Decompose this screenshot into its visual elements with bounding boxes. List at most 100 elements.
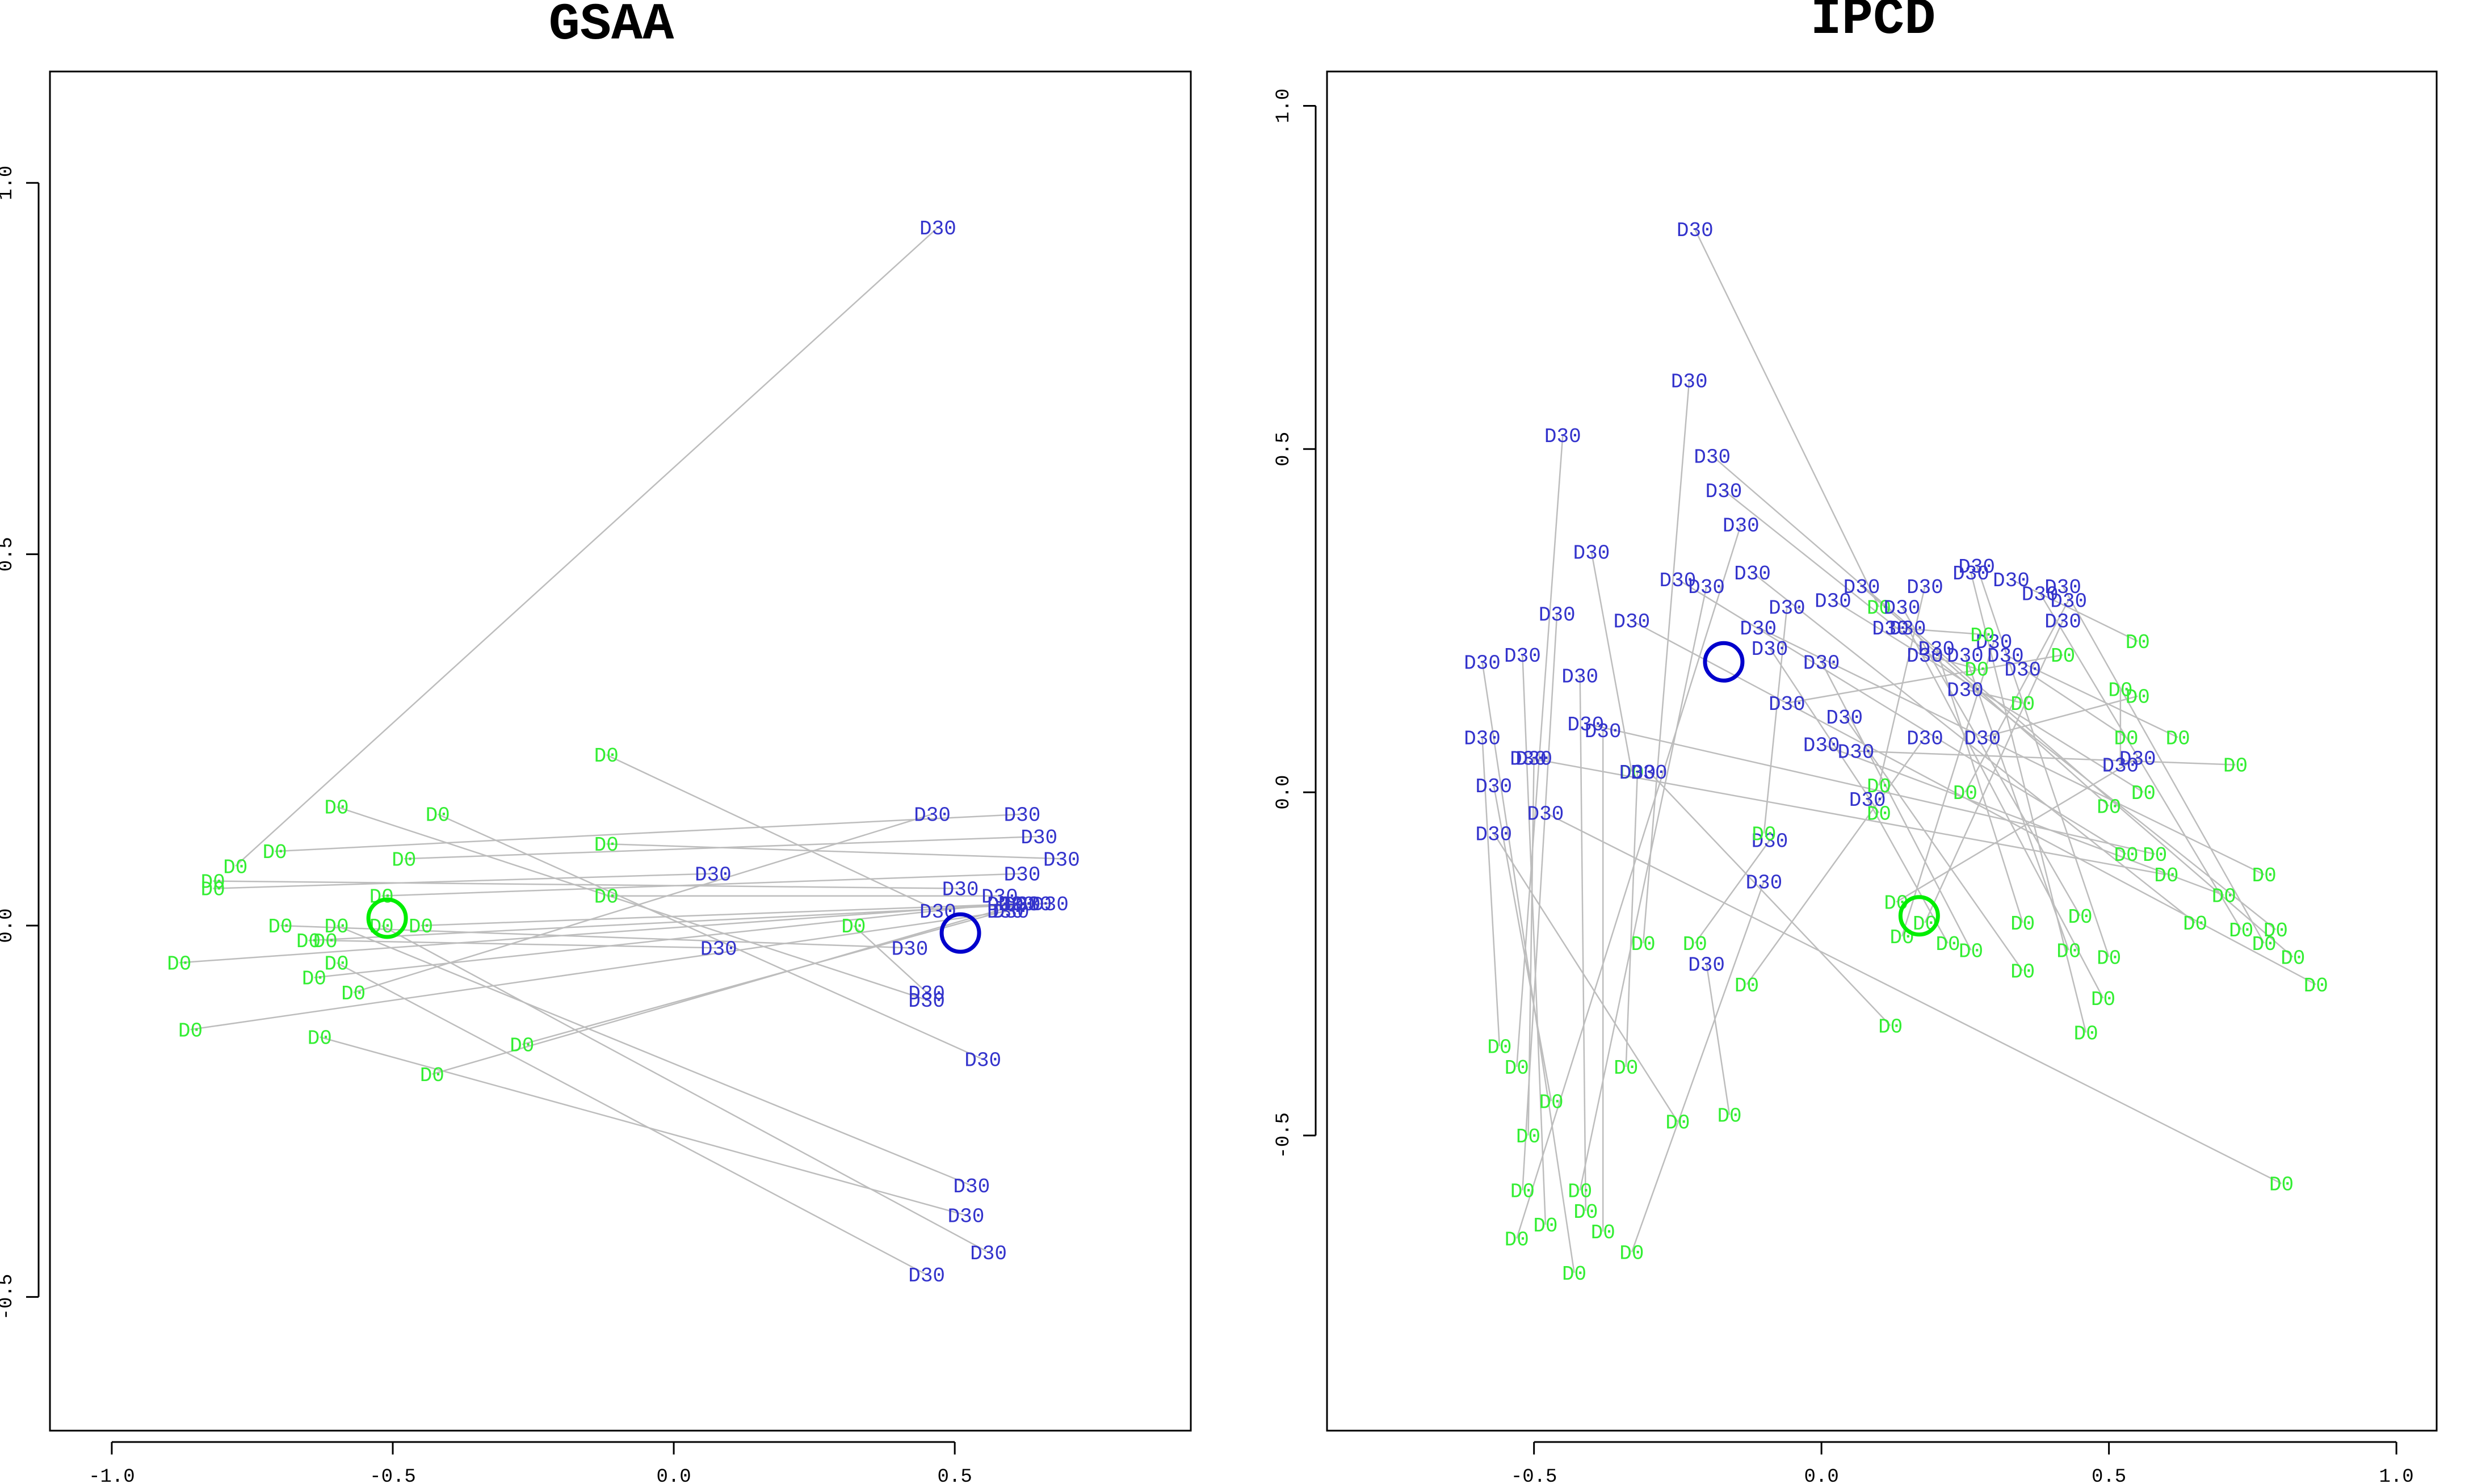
pair-segment xyxy=(2062,586,2265,944)
point-label-d30: D30 xyxy=(1510,748,1547,771)
point-label-d0: D0 xyxy=(1970,624,1994,648)
pair-segment xyxy=(1631,881,1765,1252)
point-label-d0: D0 xyxy=(1533,1214,1557,1238)
pair-segment xyxy=(1752,572,2196,923)
point-label-d0: D0 xyxy=(510,1034,534,1057)
centroid-d0-circle xyxy=(366,897,408,939)
point-label-d0: D0 xyxy=(2183,913,2207,936)
point-label-d30: D30 xyxy=(1884,596,1921,620)
pair-segment xyxy=(234,226,939,867)
pair-segment xyxy=(1861,586,2110,807)
point-label-d0: D0 xyxy=(841,915,866,939)
pair-segment xyxy=(319,1036,967,1216)
point-labels: D0D30D0D30D0D30D0D30D0D30D0D30D0D30D0D30… xyxy=(1464,219,2328,1286)
pair-segment xyxy=(336,806,927,1001)
point-label-d0: D0 xyxy=(2010,961,2035,984)
point-label-d0: D0 xyxy=(2091,988,2115,1011)
pair-segment xyxy=(308,902,1051,941)
point-label-d30: D30 xyxy=(1464,727,1501,750)
pair-segment xyxy=(1787,654,2063,704)
point-label-d0: D0 xyxy=(223,856,247,879)
point-label-d30: D30 xyxy=(1889,617,1926,641)
pair-segment xyxy=(1579,586,1707,1191)
pair-segment xyxy=(1545,812,2282,1184)
y-tick-label: 0.5 xyxy=(1273,432,1295,466)
group-centroids xyxy=(366,897,981,954)
point-label-d30: D30 xyxy=(1993,569,2030,592)
pair-segment xyxy=(280,924,910,949)
pair-segment xyxy=(1821,661,1972,951)
pair-segment xyxy=(2022,668,2127,738)
point-label-d30: D30 xyxy=(1032,893,1069,917)
pair-segment xyxy=(1527,758,1535,1136)
pair-segment xyxy=(1976,565,2110,957)
point-label-d30: D30 xyxy=(2102,755,2139,778)
point-label-d30: D30 xyxy=(942,878,979,902)
pair-segment xyxy=(1493,785,1552,1102)
pair-segment xyxy=(606,843,1062,860)
point-label-d30: D30 xyxy=(1958,556,1995,579)
point-label-d30: D30 xyxy=(1694,445,1731,469)
point-label-d30: D30 xyxy=(1745,871,1782,894)
point-label-d0: D0 xyxy=(2252,933,2277,956)
point-label-d0: D0 xyxy=(2010,693,2035,716)
x-tick-label: 0.5 xyxy=(2092,1466,2126,1484)
point-label-d0: D0 xyxy=(2010,913,2035,936)
point-label-d30: D30 xyxy=(1947,645,1984,668)
pair-segment xyxy=(1516,524,1742,1239)
chart-title: IPCD xyxy=(1811,0,1936,49)
point-label-d30: D30 xyxy=(1803,734,1840,757)
point-label-d30: D30 xyxy=(1613,611,1650,634)
pair-segment xyxy=(1965,688,2023,704)
point-label-d0: D0 xyxy=(1867,596,1891,620)
point-label-d30: D30 xyxy=(1844,576,1880,599)
pair-segment xyxy=(336,924,972,1187)
x-tick-label: 1.0 xyxy=(2379,1466,2413,1484)
pair-segments xyxy=(179,226,1062,1276)
point-label-d0: D0 xyxy=(1516,1125,1540,1149)
point-label-d30: D30 xyxy=(1803,651,1840,675)
group-centroids xyxy=(1703,641,1940,937)
pair-segment xyxy=(314,902,1006,978)
point-label-d30: D30 xyxy=(1907,645,1943,668)
point-label-d30: D30 xyxy=(1838,741,1875,764)
pair-segment xyxy=(1878,586,1926,786)
point-label-d30: D30 xyxy=(987,893,1024,917)
point-label-d0: D0 xyxy=(2281,947,2305,970)
pair-segment xyxy=(1677,579,2127,855)
pair-segment xyxy=(213,880,961,889)
y-tick-label: 1.0 xyxy=(1273,89,1295,123)
point-label-d30: D30 xyxy=(1475,775,1512,798)
point-label-d30: D30 xyxy=(970,1242,1007,1266)
point-label-d0: D0 xyxy=(2166,727,2190,750)
point-label-d0: D0 xyxy=(2126,686,2150,709)
point-label-d30: D30 xyxy=(914,804,951,827)
point-label-d30: D30 xyxy=(981,886,1018,909)
point-label-d0: D0 xyxy=(594,886,619,909)
y-axis: -0.5 0.0 0.5 1.0 xyxy=(1273,89,1317,1159)
point-label-d0: D0 xyxy=(268,915,292,939)
point-label-d0: D0 xyxy=(1591,1221,1615,1245)
point-label-d30: D30 xyxy=(1043,848,1080,872)
pair-segment xyxy=(1746,737,1926,985)
point-label-d30: D30 xyxy=(1585,720,1622,743)
point-label-d0: D0 xyxy=(1510,1180,1535,1204)
point-label-d0: D0 xyxy=(392,848,416,872)
pair-segment xyxy=(1694,229,1880,608)
point-label-d30: D30 xyxy=(1631,762,1668,785)
point-label-d30: D30 xyxy=(964,1049,1001,1073)
point-label-d0: D0 xyxy=(2252,864,2277,888)
pair-segment xyxy=(1481,662,1575,1273)
plot-frame xyxy=(49,70,1192,1432)
x-tick-label: -0.5 xyxy=(1511,1466,1557,1484)
point-label-d30: D30 xyxy=(700,938,737,961)
point-label-d30: D30 xyxy=(1907,727,1943,750)
point-label-d0: D0 xyxy=(2126,631,2150,654)
pair-segment xyxy=(853,925,927,993)
point-label-d0: D0 xyxy=(302,968,326,991)
point-label-d0: D0 xyxy=(167,952,191,976)
point-label-d0: D0 xyxy=(2212,885,2236,909)
pair-segment xyxy=(1896,757,2138,903)
pair-segment xyxy=(336,962,927,1276)
point-label-d30: D30 xyxy=(1952,562,1989,586)
